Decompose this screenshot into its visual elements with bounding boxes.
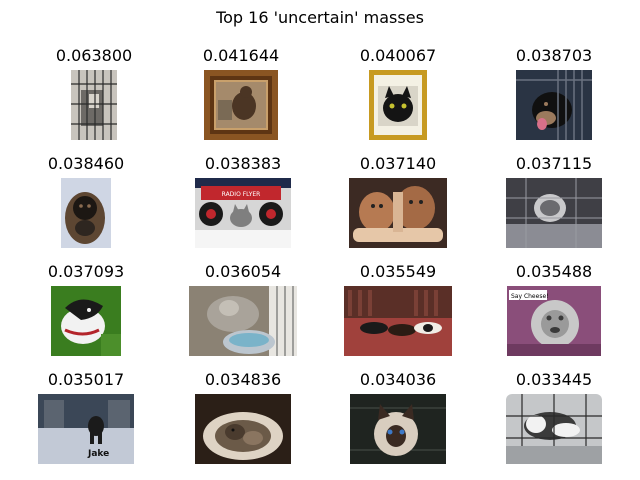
grid-cell: 0.036054 xyxy=(163,262,323,358)
score-label: 0.037140 xyxy=(359,154,437,173)
thumbnail-image xyxy=(204,70,278,140)
grid-cell: 0.041644 xyxy=(161,46,321,150)
score-label: 0.037093 xyxy=(47,262,125,281)
grid-cell: 0.038383 RADIO FLYER xyxy=(163,154,323,250)
grey-dog-say-cheese-image: Say Cheese! xyxy=(507,286,601,356)
photo-caption: Jake xyxy=(87,449,109,459)
grid-cell: 0.037093 xyxy=(6,262,166,358)
grid-cell: 0.033445 xyxy=(474,370,634,466)
dog-behind-bars-image xyxy=(516,70,592,140)
thumbnail-image xyxy=(344,286,452,356)
score-label: 0.041644 xyxy=(202,46,280,65)
thumbnail-image xyxy=(189,286,297,356)
framed-black-cat-image xyxy=(369,70,427,140)
grid-cell: 0.035488 Say Cheese! xyxy=(474,262,634,358)
grid-cell: 0.038460 xyxy=(6,154,166,250)
thumbnail-image xyxy=(71,70,117,140)
grey-cat-water-bowl-image xyxy=(189,286,297,356)
grid-cell: 0.040067 xyxy=(318,46,478,150)
thumbnail-image: Jake xyxy=(38,394,134,464)
tabby-cat-in-cage-image xyxy=(506,394,602,464)
thumbnail-image xyxy=(369,70,427,140)
score-label: 0.034836 xyxy=(204,370,282,389)
grid-cell: 0.037115 xyxy=(474,154,634,250)
cat-in-kennel-image xyxy=(506,178,602,248)
cats-in-bed-image xyxy=(195,394,291,464)
photo-caption: Say Cheese! xyxy=(511,293,549,300)
score-label: 0.035017 xyxy=(47,370,125,389)
grid-cell: 0.034836 xyxy=(163,370,323,466)
fluffy-dog-image xyxy=(61,178,111,248)
thumbnail-image xyxy=(195,394,291,464)
puppies-on-porch-image xyxy=(344,286,452,356)
grid-cell: 0.034036 xyxy=(318,370,478,466)
siamese-cat-in-crate-image xyxy=(350,394,446,464)
figure-title: Top 16 'uncertain' masses xyxy=(216,8,424,27)
score-label: 0.040067 xyxy=(359,46,437,65)
thumbnail-image xyxy=(51,286,121,356)
thumbnail-image xyxy=(61,178,111,248)
score-label: 0.033445 xyxy=(515,370,593,389)
grid-cell: 0.035017 Jake xyxy=(6,370,166,466)
dog-in-cage-image xyxy=(71,70,117,140)
grid-cell: 0.038703 xyxy=(474,46,634,150)
thumbnail-image xyxy=(349,178,447,248)
held-kittens-image xyxy=(349,178,447,248)
score-label: 0.034036 xyxy=(359,370,437,389)
score-label: 0.038703 xyxy=(515,46,593,65)
grid-cell: 0.035549 xyxy=(318,262,478,358)
grid-cell: 0.037140 xyxy=(318,154,478,250)
score-label: 0.035488 xyxy=(515,262,593,281)
dog-in-snow-image: Jake xyxy=(38,394,134,464)
score-label: 0.063800 xyxy=(55,46,133,65)
score-label: 0.038383 xyxy=(204,154,282,173)
framed-dog-image xyxy=(204,70,278,140)
score-label: 0.037115 xyxy=(515,154,593,173)
score-label: 0.038460 xyxy=(47,154,125,173)
thumbnail-image xyxy=(506,394,602,464)
grid-cell: 0.063800 xyxy=(14,46,174,150)
thumbnail-image: RADIO FLYER xyxy=(195,178,291,248)
score-label: 0.036054 xyxy=(204,262,282,281)
greyhound-on-grass-image xyxy=(51,286,121,356)
thumbnail-image xyxy=(350,394,446,464)
cat-under-red-wagon-image: RADIO FLYER xyxy=(195,178,291,248)
thumbnail-image xyxy=(506,178,602,248)
thumbnail-image xyxy=(516,70,592,140)
wagon-caption: RADIO FLYER xyxy=(222,191,261,198)
thumbnail-image: Say Cheese! xyxy=(507,286,601,356)
score-label: 0.035549 xyxy=(359,262,437,281)
